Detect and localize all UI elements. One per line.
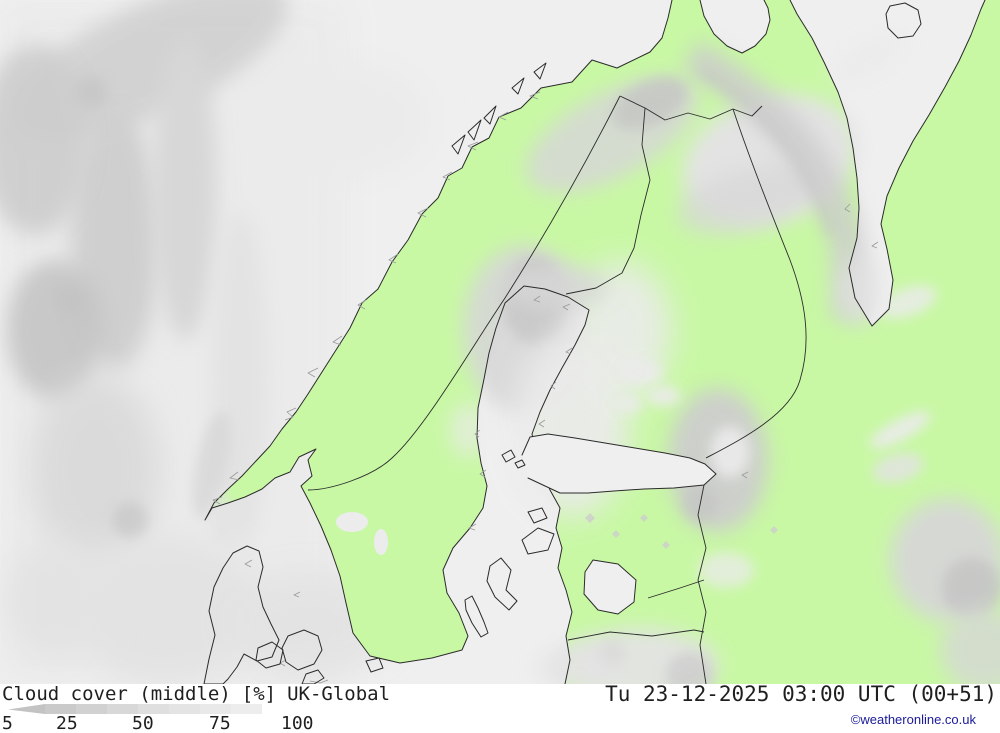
legend-segment — [231, 704, 262, 714]
gotland — [486, 557, 518, 611]
oland — [464, 595, 489, 638]
legend-tick: 100 — [281, 713, 314, 733]
zealand — [281, 629, 323, 671]
legend-colorbar — [8, 704, 262, 714]
saaremaa — [521, 527, 555, 555]
caption-bar: Cloud cover (middle) [%] UK-Global Tu 23-1… — [0, 684, 1000, 733]
forecast-map-svg — [0, 0, 1000, 684]
jutland — [203, 545, 280, 684]
bornholm — [365, 657, 384, 673]
copyright: ©weatheronline.co.uk — [850, 712, 976, 727]
funen — [255, 641, 284, 669]
forecast-map-image — [0, 0, 1000, 684]
lofoten-islands — [451, 105, 497, 155]
valid-time: Tu 23-12-2025 03:00 UTC (00+51) — [605, 682, 997, 706]
legend-segment — [107, 704, 138, 714]
tromso-islets — [511, 62, 547, 95]
country-border-lines — [307, 95, 807, 684]
product-title: Cloud cover (middle) — [2, 683, 231, 705]
legend-segment — [76, 704, 107, 714]
coastline-layer — [204, 0, 986, 684]
atlantic-cloud-layer — [0, 0, 430, 684]
legend-segment — [169, 704, 200, 714]
islands-layer — [203, 2, 922, 684]
legend-tick: 25 — [56, 713, 78, 733]
lakes — [336, 512, 388, 555]
legend-segment — [45, 704, 76, 714]
map-title: Cloud cover (middle) [%] UK-Global — [2, 685, 390, 704]
model-name: UK-Global — [287, 683, 391, 705]
gulf-of-finland — [521, 433, 717, 494]
gulf-of-riga — [583, 559, 637, 615]
legend-tick: 5 — [2, 713, 13, 733]
aland-islands — [501, 449, 526, 469]
hiiumaa — [527, 507, 548, 524]
legend-segment — [200, 704, 231, 714]
legend-tick: 75 — [209, 713, 231, 733]
unit-label: [%] — [241, 683, 277, 705]
cloud-layer — [192, 33, 1000, 684]
legend-tick: 50 — [132, 713, 154, 733]
legend-arrow-tip — [8, 704, 45, 714]
legend-segment — [138, 704, 169, 714]
kolguyev-island — [885, 2, 922, 39]
falster — [301, 669, 325, 684]
mainland-coastline — [204, 0, 986, 684]
